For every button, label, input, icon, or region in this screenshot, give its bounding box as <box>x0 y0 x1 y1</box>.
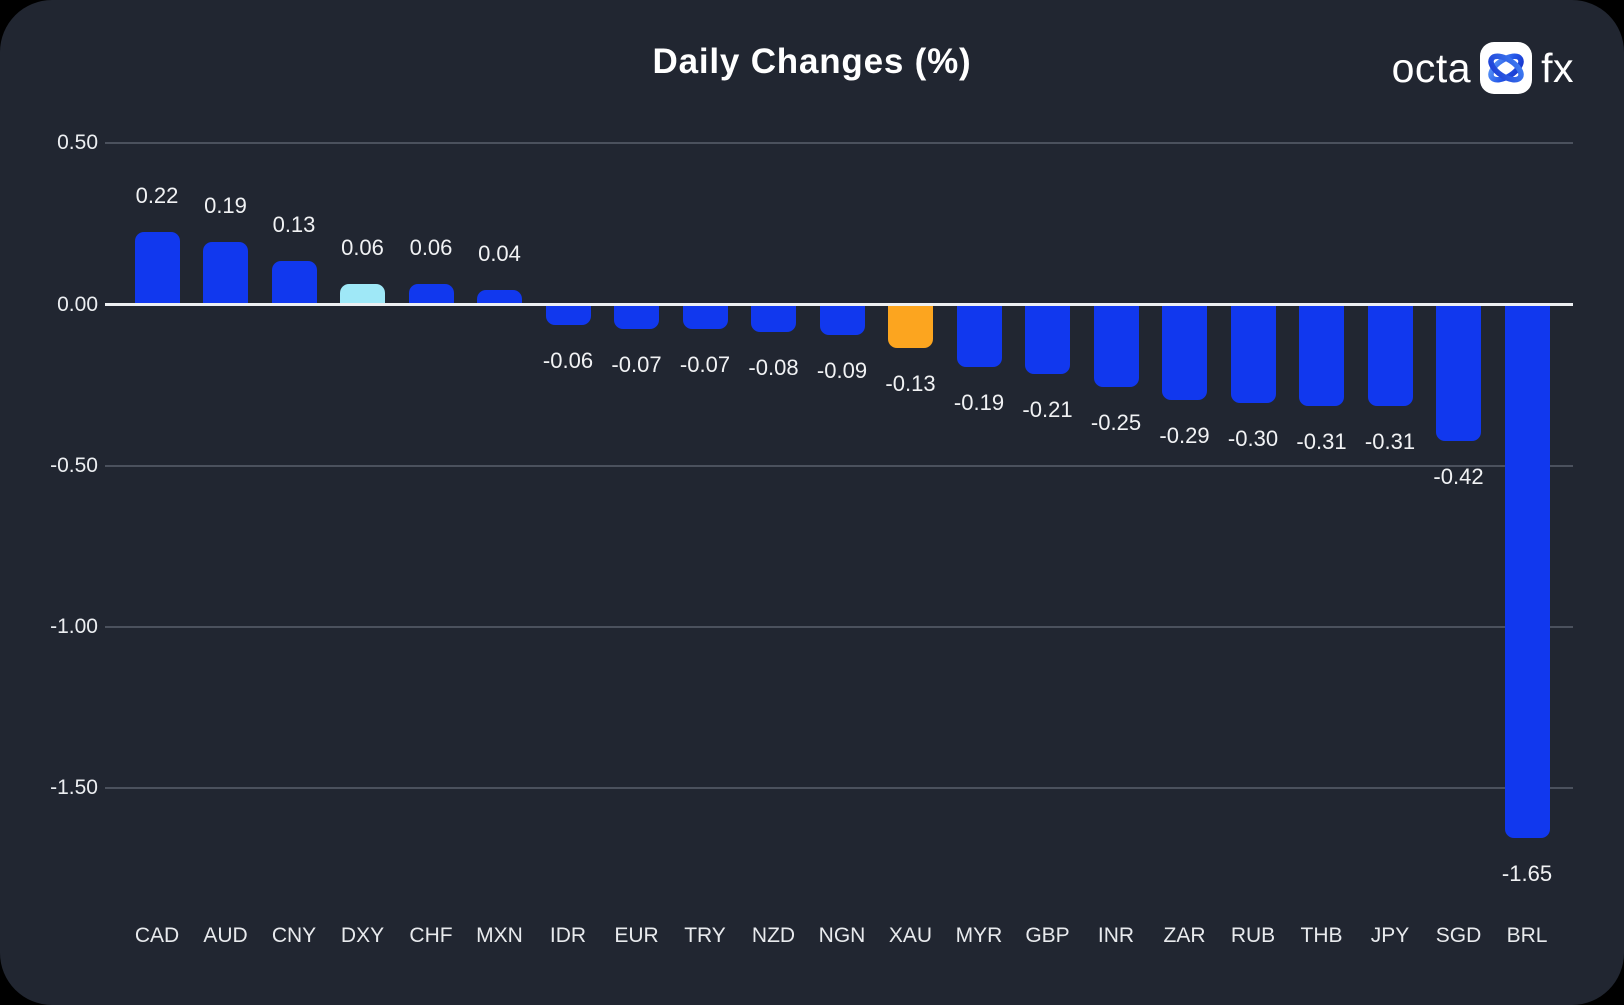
y-tick-label-0.00: 0.00 <box>57 293 98 316</box>
bar-EUR <box>614 306 659 329</box>
y-tick-label--1.50: -1.50 <box>50 776 98 799</box>
value-label-GBP: -0.21 <box>1022 396 1073 422</box>
x-axis-label-XAU: XAU <box>888 924 933 947</box>
value-label-ZAR: -0.29 <box>1159 422 1210 448</box>
x-axis-label-NGN: NGN <box>818 924 866 947</box>
bar-MYR <box>956 306 1002 368</box>
x-axis-label-NZD: NZD <box>751 924 796 947</box>
gridline--0.50 <box>105 465 1573 467</box>
bar-THB <box>1299 306 1344 406</box>
x-axis-label-AUD: AUD <box>203 924 248 947</box>
x-axis-label-CHF: CHF <box>409 924 453 947</box>
x-axis-label-CNY: CNY <box>271 924 317 947</box>
x-axis-label-MXN: MXN <box>476 924 523 947</box>
x-axis-label-JPY: JPY <box>1370 924 1410 947</box>
bar-CAD <box>134 232 180 304</box>
gridline--1.00 <box>105 626 1573 628</box>
x-axis-label-MYR: MYR <box>955 924 1003 947</box>
bar-GBP <box>1025 306 1070 374</box>
y-tick-label--0.50: -0.50 <box>50 454 98 477</box>
x-axis-label-CAD: CAD <box>134 924 180 947</box>
value-label-AUD: 0.19 <box>204 192 247 218</box>
x-axis-label-BRL: BRL <box>1506 924 1548 947</box>
logo-text-octa: octa <box>1391 45 1472 91</box>
bar-TRY <box>682 306 728 329</box>
chart-title: Daily Changes (%) <box>652 42 972 81</box>
bar-AUD <box>203 241 248 303</box>
x-axis-label-THB: THB <box>1300 924 1343 947</box>
zero-axis-line <box>105 303 1573 306</box>
value-label-SGD: -0.42 <box>1433 464 1484 490</box>
y-tick-label--1.00: -1.00 <box>50 615 98 638</box>
bar-RUB <box>1230 306 1276 403</box>
x-axis-label-RUB: RUB <box>1230 924 1276 947</box>
bar-NGN <box>819 306 865 335</box>
bar-INR <box>1093 306 1139 387</box>
value-label-NGN: -0.09 <box>816 358 868 383</box>
value-label-TRY: -0.07 <box>679 351 731 377</box>
bar-SGD <box>1436 306 1481 442</box>
logo-text-fx: fx <box>1541 45 1574 91</box>
bar-JPY <box>1367 306 1413 406</box>
value-label-MXN: 0.04 <box>478 241 521 267</box>
value-label-CNY: 0.13 <box>272 212 316 238</box>
octafx-swirl-icon <box>1480 42 1533 94</box>
value-label-CAD: 0.22 <box>135 183 179 209</box>
x-axis-label-GBP: GBP <box>1025 924 1070 947</box>
x-axis-label-ZAR: ZAR <box>1163 924 1206 947</box>
bar-IDR <box>545 306 591 326</box>
value-label-BRL: -1.65 <box>1501 861 1553 887</box>
value-label-EUR: -0.07 <box>611 351 662 377</box>
value-label-INR: -0.25 <box>1090 409 1142 435</box>
value-label-RUB: -0.30 <box>1227 425 1279 451</box>
value-label-MYR: -0.19 <box>953 390 1005 416</box>
bar-MXN <box>477 290 522 303</box>
value-label-XAU: -0.13 <box>885 370 936 396</box>
x-axis-label-IDR: IDR <box>549 924 587 947</box>
x-axis-label-DXY: DXY <box>340 924 385 947</box>
bar-BRL <box>1504 306 1550 839</box>
x-axis-label-TRY: TRY <box>684 924 726 947</box>
y-tick-label-0.50: 0.50 <box>57 131 98 154</box>
gridline--1.50 <box>105 787 1573 789</box>
value-label-CHF: 0.06 <box>409 234 453 260</box>
value-label-THB: -0.31 <box>1296 429 1347 454</box>
bar-CHF <box>408 283 454 303</box>
x-axis-label-EUR: EUR <box>614 924 659 947</box>
value-label-NZD: -0.08 <box>748 354 799 380</box>
x-axis-label-INR: INR <box>1097 924 1135 947</box>
gridline-0.50 <box>105 142 1573 144</box>
bar-ZAR <box>1162 306 1207 400</box>
bar-DXY <box>340 283 385 303</box>
x-axis-label-SGD: SGD <box>1435 924 1482 947</box>
octafx-logo: octa <box>1392 42 1574 94</box>
bar-CNY <box>271 261 317 303</box>
bar-NZD <box>751 306 796 332</box>
bar-XAU <box>888 306 933 348</box>
value-label-JPY: -0.31 <box>1364 429 1416 454</box>
value-label-IDR: -0.06 <box>542 348 594 374</box>
value-label-DXY: 0.06 <box>341 234 384 260</box>
